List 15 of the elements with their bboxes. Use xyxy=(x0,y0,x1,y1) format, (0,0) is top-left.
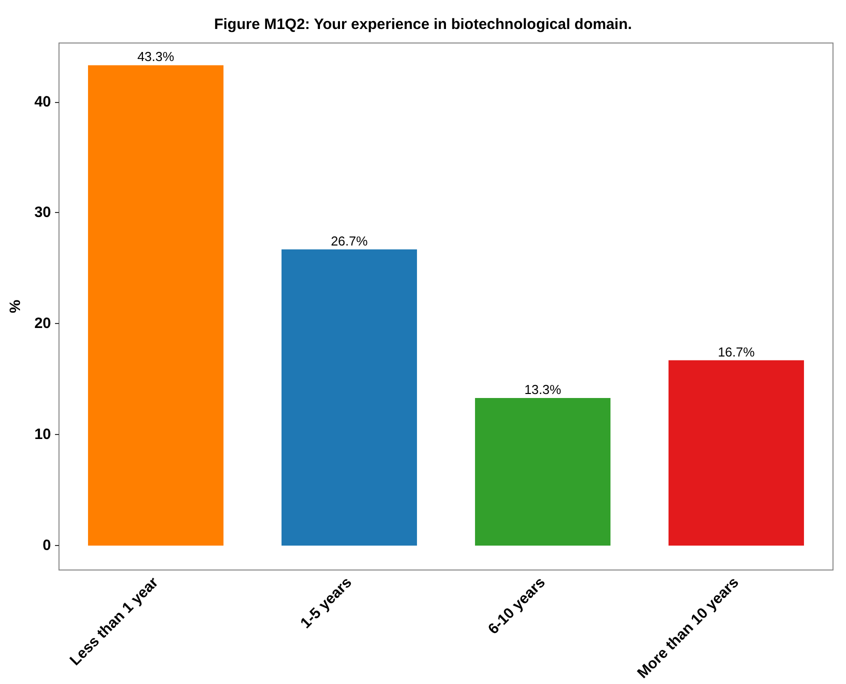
y-tick-label: 10 xyxy=(34,426,51,444)
chart-title: Figure M1Q2: Your experience in biotechnological domain. xyxy=(214,16,632,33)
data-label: 16.7% xyxy=(718,344,756,360)
bar xyxy=(475,398,610,546)
y-axis-title: % xyxy=(7,300,24,314)
bar xyxy=(668,360,804,546)
y-tick-label: 40 xyxy=(34,93,51,110)
bar xyxy=(282,249,417,546)
data-label: 43.3% xyxy=(137,49,175,64)
y-tick-label: 30 xyxy=(34,204,51,222)
y-tick-label: 0 xyxy=(42,537,51,554)
bar xyxy=(88,65,224,546)
y-tick-label: 20 xyxy=(34,315,51,332)
data-label: 26.7% xyxy=(330,233,368,248)
data-label: 13.3% xyxy=(524,382,562,398)
